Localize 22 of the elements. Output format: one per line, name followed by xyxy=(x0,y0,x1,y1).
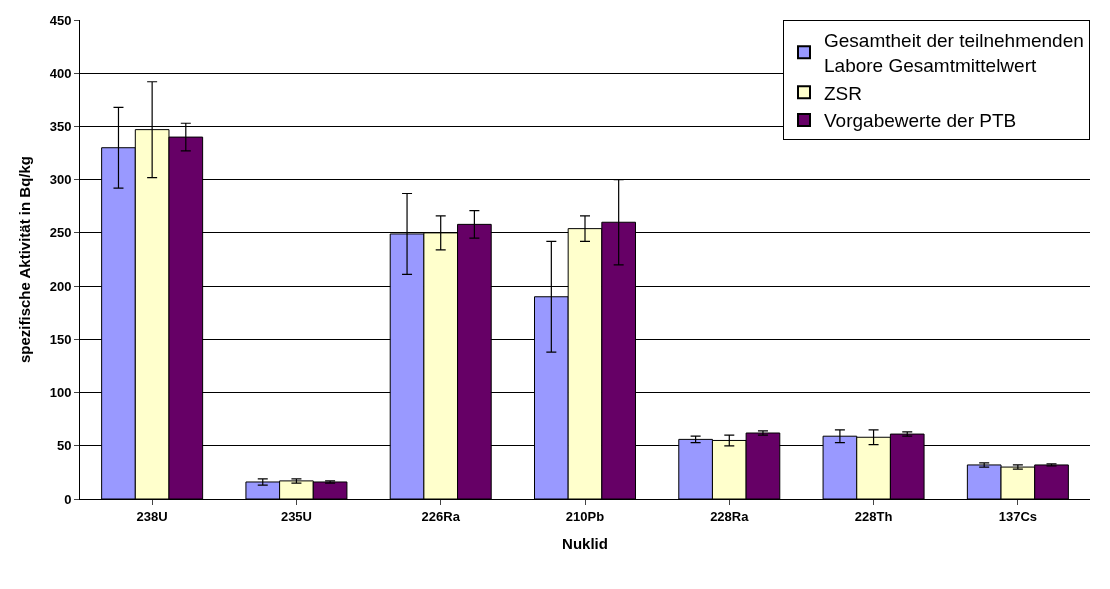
y-tick-label: 0 xyxy=(64,491,72,507)
y-tick-label: 400 xyxy=(49,65,72,81)
x-tick-label: 228Ra xyxy=(710,508,750,524)
y-tick-label: 450 xyxy=(49,12,72,28)
x-tick-label: 238U xyxy=(136,508,168,524)
legend-label: ZSR xyxy=(824,82,862,104)
x-tick-label: 228Th xyxy=(854,508,893,524)
x-tick-label: 137Cs xyxy=(998,508,1038,524)
y-tick-label: 300 xyxy=(49,172,72,188)
x-tick-label: 226Ra xyxy=(421,508,461,524)
y-tick-label: 200 xyxy=(49,278,72,294)
legend-label: Vorgabewerte der PTB xyxy=(824,110,1017,132)
y-tick-label: 50 xyxy=(56,438,72,454)
y-tick-label: 150 xyxy=(49,331,72,347)
y-tick-label: 100 xyxy=(49,385,72,401)
y-axis-title: spezifische Aktivität in Bq/kg xyxy=(15,156,33,363)
legend-label: Gesamtheit der teilnehmenden Labore Gesamtmittelwert xyxy=(824,30,1084,76)
y-tick-label: 250 xyxy=(49,225,72,241)
y-tick-label: 350 xyxy=(49,118,72,134)
x-tick-label: 235U xyxy=(280,508,312,524)
x-tick-label: 210Pb xyxy=(565,508,605,524)
x-axis-title: Nuklid xyxy=(562,534,608,552)
